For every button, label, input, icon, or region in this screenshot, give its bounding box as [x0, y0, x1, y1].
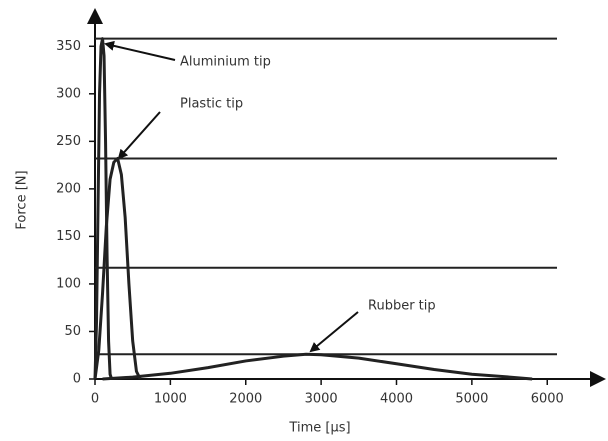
- y-axis-title: Force [N]: [15, 170, 30, 229]
- y-tick-label: 300: [56, 86, 81, 101]
- y-tick-label: 200: [56, 181, 81, 196]
- x-tick-label: 3000: [305, 392, 338, 407]
- x-axis-title: Time [µs]: [288, 421, 350, 436]
- line: [93, 37, 114, 380]
- x-tick-label: 5000: [455, 392, 488, 407]
- series-label: Rubber tip: [368, 299, 436, 314]
- x-tick-label: 1000: [154, 392, 187, 407]
- annotation-arrow: [117, 111, 161, 160]
- series-label: Aluminium tip: [180, 55, 271, 70]
- annotation-arrow: [104, 40, 176, 61]
- x-tick-label: 6000: [531, 392, 564, 407]
- annotation-arrow: [309, 311, 359, 353]
- y-tick-label: 350: [56, 39, 81, 54]
- y-tick-label: 250: [56, 134, 81, 149]
- line: [93, 156, 142, 380]
- x-tick-label: 4000: [380, 392, 413, 407]
- y-tick-label: 100: [56, 276, 81, 291]
- series-label: Plastic tip: [180, 97, 243, 112]
- x-tick-label: 0: [91, 392, 99, 407]
- x-tick-label: 2000: [229, 392, 262, 407]
- y-tick-label: 0: [73, 372, 81, 387]
- y-tick-label: 50: [64, 324, 81, 339]
- y-tick-label: 150: [56, 229, 81, 244]
- line: [102, 352, 533, 381]
